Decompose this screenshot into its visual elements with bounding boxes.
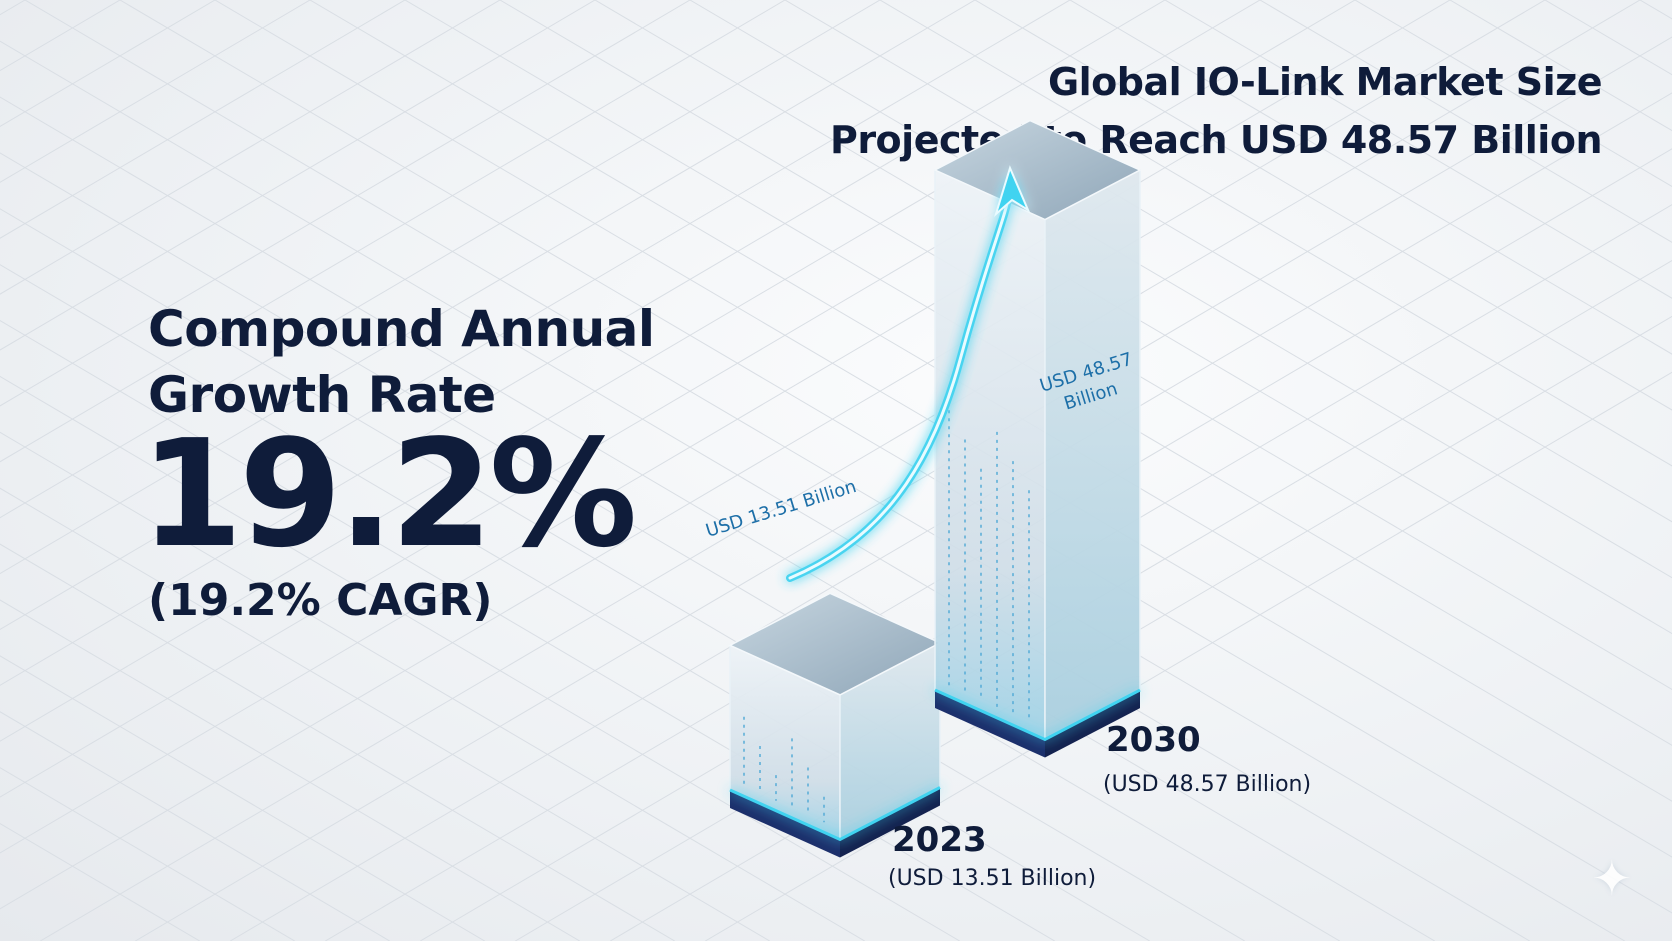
chart-title-line-2: Projected to Reach USD 48.57 Billion — [829, 118, 1603, 162]
bar-base-front — [935, 690, 1045, 758]
growth-arrow-core — [788, 188, 1012, 580]
bar-side-face — [1044, 168, 1141, 741]
growth-arrow-head — [994, 165, 1031, 218]
cagr-label-line-1: Compound Annual — [148, 300, 655, 358]
bar-2030 — [933, 119, 1142, 758]
sparkle-icon: ✦ — [1591, 851, 1632, 907]
category-label-2023: 2023 — [892, 820, 987, 860]
cagr-note: (19.2% CAGR) — [148, 575, 493, 626]
bar-glow-edge — [729, 786, 941, 842]
bar-label-2023: USD 13.51 Billion — [703, 476, 859, 542]
bar-2023 — [728, 592, 942, 858]
bar-base-front — [730, 790, 840, 858]
category-sublabel-2023: (USD 13.51 Billion) — [888, 866, 1097, 891]
cagr-value: 19.2% — [140, 408, 637, 580]
category-sublabel-2030: (USD 48.57 Billion) — [1103, 772, 1312, 797]
bar-base-side — [1045, 690, 1140, 758]
bar-base-side — [840, 787, 940, 858]
category-label-2030: 2030 — [1106, 720, 1201, 760]
chart-title-line-1: Global IO-Link Market Size — [1047, 60, 1603, 104]
bar-glow-edge — [934, 688, 1141, 742]
cagr-label-line-2: Growth Rate — [148, 366, 496, 424]
